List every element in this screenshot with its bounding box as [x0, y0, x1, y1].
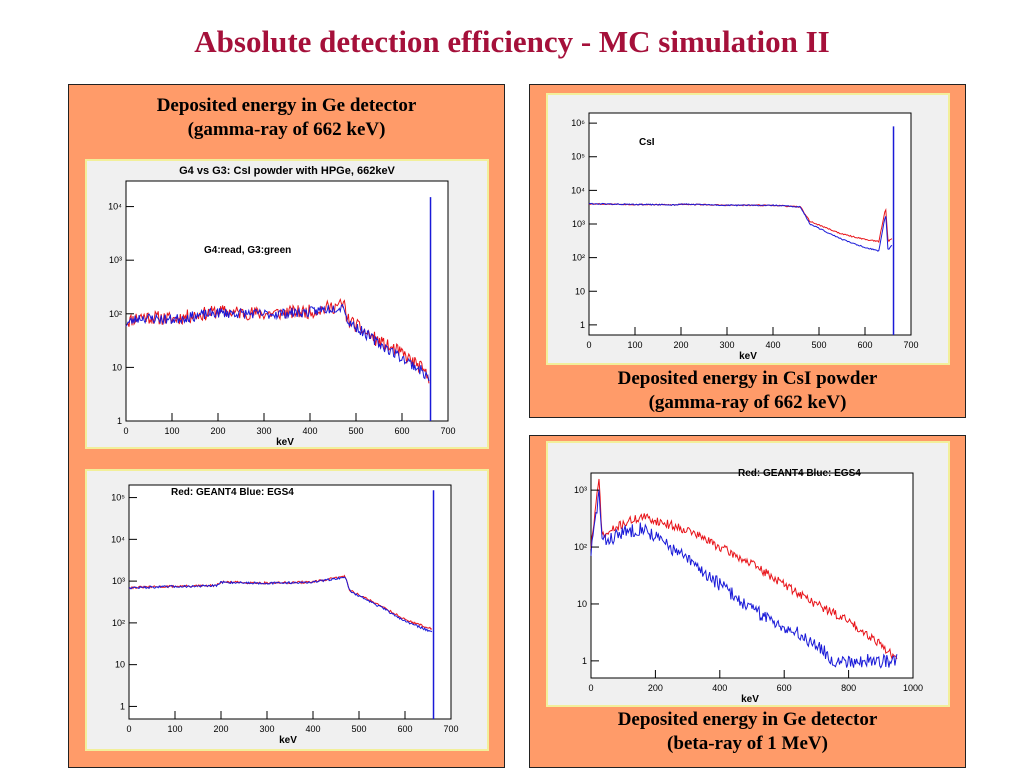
chart-ge-gamma-g4-g3: G4 vs G3: CsI powder with HPGe, 662keV 1 1…	[85, 159, 489, 449]
series-line-red	[590, 478, 898, 661]
y-tick-label: 10⁴	[571, 185, 585, 195]
y-tick-label: 10³	[112, 576, 125, 586]
y-tick-label: 10	[112, 362, 122, 372]
x-tick-label: 0	[126, 724, 131, 734]
y-tick-label: 1	[120, 701, 125, 711]
y-tick-label: 1	[117, 416, 122, 426]
caption-line-1: Deposited energy in Ge detector	[617, 709, 878, 730]
caption-ge-beta: Deposited energy in Ge detector (beta-ra…	[530, 708, 965, 756]
caption-line-2: (beta-ray of 1 MeV)	[667, 733, 828, 754]
y-tick-label: 10²	[574, 542, 587, 552]
x-tick-label: 600	[857, 340, 872, 350]
chart-annotation: G4:read, G3:green	[204, 245, 291, 256]
x-tick-label: 400	[305, 724, 320, 734]
x-axis-label: keV	[276, 437, 294, 447]
y-tick-label: 10³	[109, 255, 122, 265]
chart-svg: G4 vs G3: CsI powder with HPGe, 662keV 1 1…	[108, 165, 455, 447]
y-tick-label: 10⁴	[108, 202, 122, 212]
chart-svg: 1 10 10² 10³ 10⁴ 10⁵ 0 100 200 300 400 500 600 700 keV…	[111, 484, 459, 746]
x-tick-label: 200	[648, 683, 663, 693]
x-tick-label: 200	[210, 426, 225, 436]
x-tick-label: 100	[164, 426, 179, 436]
x-tick-label: 400	[302, 426, 317, 436]
series-line-blue	[125, 303, 430, 382]
x-tick-label: 500	[348, 426, 363, 436]
x-tick-label: 0	[123, 426, 128, 436]
series-line-blue	[588, 202, 893, 252]
caption-ge-gamma: Deposited energy in Ge detector (gamma-r…	[69, 94, 504, 142]
y-tick-label: 10²	[572, 253, 585, 263]
x-tick-label: 400	[765, 340, 780, 350]
chart-ge-gamma-geant4-egs4: 1 10 10² 10³ 10⁴ 10⁵ 0 100 200 300 400 500 600 700 keV…	[85, 469, 489, 751]
y-tick-label: 10³	[574, 485, 587, 495]
x-tick-label: 500	[811, 340, 826, 350]
y-tick-label: 10⁶	[571, 118, 585, 128]
series-line-blue	[590, 489, 898, 669]
x-axis-label: keV	[739, 351, 757, 362]
x-tick-label: 0	[588, 683, 593, 693]
y-tick-label: 10²	[109, 309, 122, 319]
x-tick-label: 700	[903, 340, 918, 350]
y-tick-label: 10³	[572, 219, 585, 229]
x-tick-label: 0	[586, 340, 591, 350]
y-tick-label: 10⁵	[571, 152, 585, 162]
x-tick-label: 200	[673, 340, 688, 350]
x-tick-label: 100	[627, 340, 642, 350]
x-tick-label: 400	[712, 683, 727, 693]
plot-frame	[128, 484, 452, 720]
chart-annotation: Red: GEANT4 Blue: EGS4	[171, 487, 294, 498]
chart-csi-gamma: 1 10 10² 10³ 10⁴ 10⁵ 10⁶ 0 100 200 300 400 500 600 700…	[546, 93, 950, 365]
x-tick-label: 300	[719, 340, 734, 350]
caption-line-1: Deposited energy in CsI powder	[617, 368, 878, 389]
y-tick-label: 1	[582, 656, 587, 666]
chart-annotation: CsI	[639, 137, 655, 148]
x-tick-label: 100	[167, 724, 182, 734]
y-tick-label: 1	[580, 320, 585, 330]
chart-svg: 1 10 10² 10³ 0 200 400 600 800 1000 keV Red: GEANT4…	[574, 468, 923, 705]
caption-line-1: Deposited energy in Ge detector	[156, 95, 417, 116]
chart-annotation: Red: GEANT4 Blue: EGS4	[738, 468, 861, 479]
x-tick-label: 600	[397, 724, 412, 734]
y-tick-label: 10⁴	[111, 534, 125, 544]
x-tick-label: 700	[440, 426, 455, 436]
plot-frame	[588, 112, 912, 336]
y-tick-label: 10	[577, 599, 587, 609]
page-title: Absolute detection efficiency - MC simul…	[194, 24, 830, 59]
plot-frame	[125, 180, 449, 422]
x-tick-label: 700	[443, 724, 458, 734]
x-tick-label: 800	[841, 683, 856, 693]
caption-line-2: (gamma-ray of 662 keV)	[648, 392, 847, 413]
y-tick-label: 10	[575, 286, 585, 296]
x-tick-label: 200	[213, 724, 228, 734]
x-tick-label: 1000	[903, 683, 923, 693]
x-tick-label: 300	[259, 724, 274, 734]
panel-ge-gamma: Deposited energy in Ge detector (gamma-r…	[68, 84, 505, 768]
x-tick-label: 500	[351, 724, 366, 734]
series-line-blue	[128, 576, 433, 633]
x-tick-label: 600	[394, 426, 409, 436]
chart-svg: 1 10 10² 10³ 10⁴ 10⁵ 10⁶ 0 100 200 300 400 500 600 700…	[571, 112, 919, 362]
chart-ge-beta: 1 10 10² 10³ 0 200 400 600 800 1000 keV Red: GEANT4…	[546, 441, 950, 707]
plot-frame	[590, 472, 914, 679]
caption-csi-gamma: Deposited energy in CsI powder (gamma-ra…	[530, 367, 965, 415]
chart-title: G4 vs G3: CsI powder with HPGe, 662keV	[179, 165, 395, 177]
x-tick-label: 300	[256, 426, 271, 436]
panel-csi-gamma: 1 10 10² 10³ 10⁴ 10⁵ 10⁶ 0 100 200 300 400 500 600 700…	[529, 84, 966, 418]
y-tick-label: 10²	[112, 618, 125, 628]
x-axis-label: keV	[741, 694, 759, 705]
panel-ge-beta: 1 10 10² 10³ 0 200 400 600 800 1000 keV Red: GEANT4…	[529, 435, 966, 768]
x-tick-label: 600	[777, 683, 792, 693]
caption-line-2: (gamma-ray of 662 keV)	[187, 119, 386, 140]
x-axis-label: keV	[279, 735, 297, 746]
y-tick-label: 10	[115, 660, 125, 670]
y-tick-label: 10⁵	[111, 493, 125, 503]
